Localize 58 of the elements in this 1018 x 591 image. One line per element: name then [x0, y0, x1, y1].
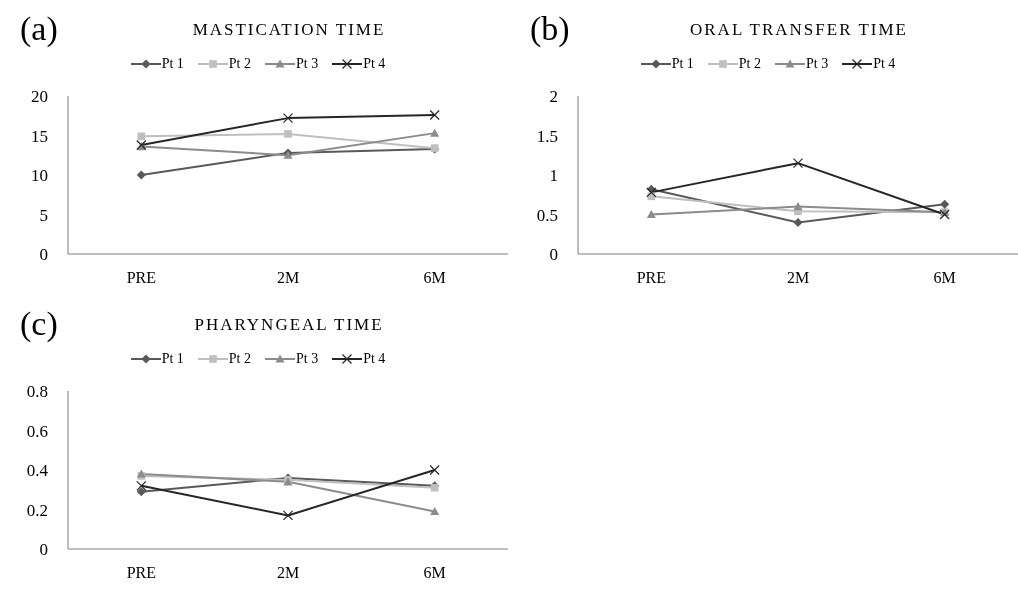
y-tick-label: 0: [39, 540, 48, 560]
text: (c): [20, 305, 58, 343]
point: [136, 487, 146, 497]
y-tick-label: 0.2: [26, 500, 48, 520]
legend-label: Pt 4: [873, 56, 896, 72]
legend-label: Pt 1: [671, 56, 694, 72]
point: [282, 510, 294, 521]
y-tick-label: 10: [31, 166, 48, 186]
point: [940, 199, 950, 209]
point: [136, 170, 146, 180]
legend-label: Pt 2: [738, 56, 761, 72]
y-tick-label: 0.4: [26, 461, 49, 481]
x-tick-label: 2M: [276, 269, 300, 287]
y-tick-label: 2: [549, 87, 558, 107]
y-tick-label: 0.5: [536, 205, 558, 225]
legend-label: Pt 1: [161, 351, 184, 367]
point: [429, 464, 440, 476]
x-tick-label: 6M: [933, 269, 956, 287]
point: [430, 128, 440, 137]
point: [137, 132, 146, 141]
legend-label: Pt 4: [363, 351, 386, 367]
y-tick-label: 1: [549, 166, 558, 186]
point: [429, 109, 440, 121]
y-tick-label: 0: [39, 245, 48, 265]
x-tick-label: PRE: [636, 269, 667, 287]
legend-label: Pt 2: [228, 56, 251, 72]
y-tick-label: 20: [31, 87, 48, 107]
x-tick-label: 6M: [423, 269, 446, 287]
legend-label: Pt 4: [363, 56, 386, 72]
text: (a): [20, 10, 58, 48]
chart-title: MASTICATION TIME: [191, 20, 387, 40]
legend-label: Pt 2: [228, 351, 251, 367]
point: [430, 506, 440, 516]
legend-label: Pt 1: [161, 56, 184, 72]
y-tick-label: 5: [39, 205, 48, 225]
y-tick-label: 0.6: [26, 421, 48, 441]
x-tick-label: 2M: [276, 564, 300, 582]
point: [646, 187, 657, 198]
x-tick-label: 2M: [786, 269, 810, 287]
chart-title: ORAL TRANSFER TIME: [689, 20, 909, 40]
legend-label: Pt 3: [806, 56, 829, 72]
chart-title: PHARYNGEAL TIME: [193, 315, 385, 335]
point: [793, 217, 803, 227]
x-tick-label: 6M: [423, 564, 446, 582]
point: [792, 158, 804, 169]
point: [282, 113, 294, 124]
y-tick-label: 0: [549, 245, 558, 265]
point: [136, 480, 147, 491]
x-tick-label: PRE: [126, 269, 157, 287]
point: [939, 209, 950, 220]
text: (b): [530, 10, 570, 48]
legend-label: Pt 3: [296, 351, 319, 367]
y-tick-label: 0.8: [26, 382, 48, 402]
y-tick-label: 1.5: [536, 126, 558, 146]
legend-label: Pt 3: [296, 56, 319, 72]
y-tick-label: 15: [31, 126, 48, 146]
x-tick-label: PRE: [126, 564, 157, 582]
point: [284, 130, 292, 138]
